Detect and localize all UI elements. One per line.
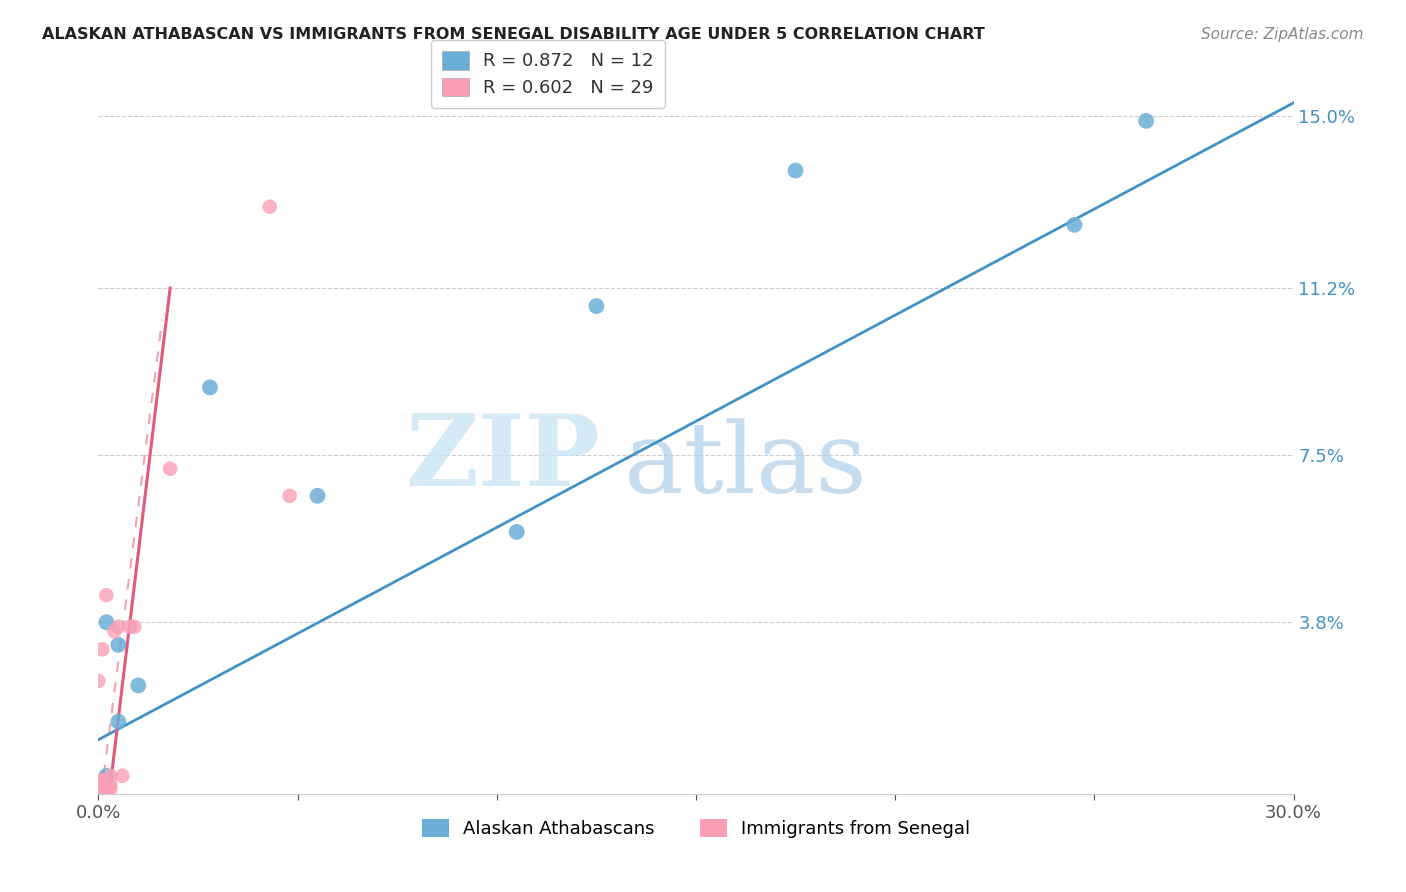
Point [124, 620, 146, 634]
Point [98, 769, 122, 783]
Point [107, 714, 129, 729]
Point [91, 782, 114, 797]
Point [96, 769, 118, 783]
Point [87, 787, 110, 801]
Point [87, 782, 110, 797]
Point [87, 778, 110, 792]
Point [91, 787, 114, 801]
Point [785, 163, 807, 178]
Point [87, 782, 110, 797]
Point [87, 782, 110, 797]
Point [259, 200, 281, 214]
Point [585, 299, 607, 313]
Point [107, 638, 129, 652]
Text: atlas: atlas [624, 417, 868, 514]
Point [96, 787, 118, 801]
Point [120, 620, 142, 634]
Point [87, 787, 110, 801]
Point [278, 489, 301, 503]
Point [1135, 114, 1157, 128]
Point [103, 624, 125, 639]
Point [98, 782, 122, 797]
Text: Source: ZipAtlas.com: Source: ZipAtlas.com [1201, 27, 1364, 42]
Point [107, 620, 129, 634]
Point [87, 673, 110, 688]
Point [159, 461, 181, 475]
Point [127, 678, 149, 692]
Point [87, 782, 110, 797]
Point [506, 524, 529, 539]
Text: ZIP: ZIP [405, 410, 600, 507]
Legend: Alaskan Athabascans, Immigrants from Senegal: Alaskan Athabascans, Immigrants from Sen… [415, 812, 977, 846]
Point [91, 782, 114, 797]
Text: ALASKAN ATHABASCAN VS IMMIGRANTS FROM SENEGAL DISABILITY AGE UNDER 5 CORRELATION: ALASKAN ATHABASCAN VS IMMIGRANTS FROM SE… [42, 27, 986, 42]
Point [91, 787, 114, 801]
Point [1063, 218, 1085, 232]
Point [91, 773, 114, 788]
Point [98, 778, 122, 792]
Point [198, 380, 221, 394]
Point [96, 615, 118, 630]
Point [111, 769, 134, 783]
Point [91, 642, 114, 657]
Point [87, 787, 110, 801]
Point [91, 773, 114, 788]
Point [96, 588, 118, 602]
Point [307, 489, 329, 503]
